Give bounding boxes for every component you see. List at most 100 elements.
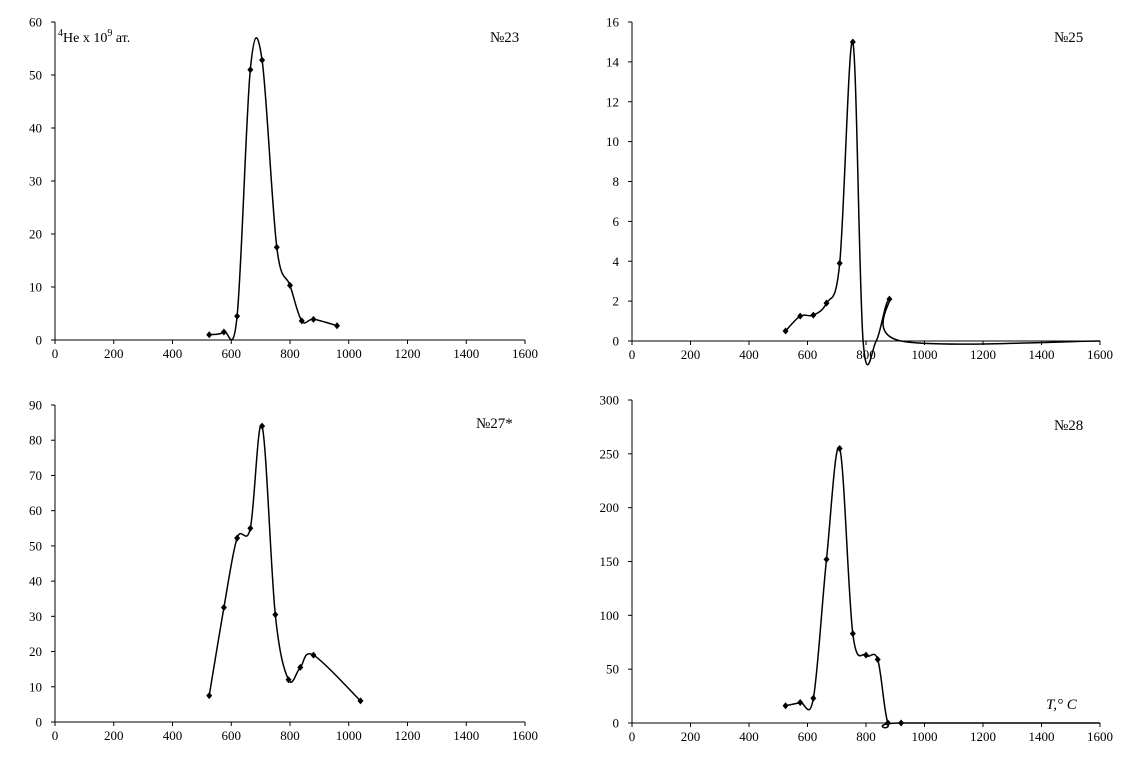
y-tick-label: 40 xyxy=(29,121,42,136)
x-tick-label: 200 xyxy=(104,346,124,361)
y-tick-label: 30 xyxy=(29,174,42,189)
x-tick-label: 1600 xyxy=(512,728,538,743)
data-point xyxy=(782,327,789,335)
series-line xyxy=(785,41,1101,366)
y-axis-label: 4He x 109 ат. xyxy=(58,28,130,46)
data-point xyxy=(797,312,804,320)
data-point xyxy=(863,651,869,659)
data-point xyxy=(206,692,213,700)
y-tick-label: 10 xyxy=(606,134,619,149)
data-point xyxy=(886,295,893,303)
y-tick-label: 14 xyxy=(606,54,620,69)
data-point xyxy=(234,312,241,320)
x-tick-label: 1400 xyxy=(1029,347,1055,362)
data-point xyxy=(272,611,279,619)
data-point xyxy=(823,299,830,307)
x-tick-label: 400 xyxy=(163,346,183,361)
y-axis-label-power: 9 xyxy=(107,28,112,39)
x-tick-label: 400 xyxy=(739,729,759,744)
y-tick-label: 0 xyxy=(613,334,620,349)
data-point xyxy=(357,697,364,705)
y-tick-label: 12 xyxy=(606,94,619,109)
x-tick-label: 600 xyxy=(798,347,818,362)
axes xyxy=(54,22,525,341)
panel-label: №27* xyxy=(476,416,513,432)
panel-27: №27* 0 200 400 600 800 1000 1200 1400 1600 0 10 20 3… xyxy=(29,398,538,744)
data-point xyxy=(247,66,254,74)
series-line xyxy=(785,446,1100,729)
x-tick-label: 1200 xyxy=(395,728,421,743)
x-tick-label: 0 xyxy=(52,728,59,743)
x-tick-label: 200 xyxy=(681,347,701,362)
panel-28: №28 T,° C 0 200 400 600 800 1000 1200 1400 1600 0… xyxy=(600,393,1114,745)
x-tick-label: 1000 xyxy=(336,728,362,743)
x-tick-label: 800 xyxy=(856,729,876,744)
data-point xyxy=(849,630,856,638)
data-point xyxy=(220,328,227,336)
y-tick-label: 0 xyxy=(36,333,43,348)
y-tick-label: 150 xyxy=(600,554,620,569)
y-tick-label: 20 xyxy=(29,644,42,659)
x-tick-label: 1200 xyxy=(970,347,996,362)
data-point xyxy=(310,315,317,323)
y-tick-label: 50 xyxy=(29,68,42,83)
y-tick-label: 50 xyxy=(29,538,42,553)
data-point xyxy=(298,317,305,325)
panel-23: №23 4He x 109 ат. 0 200 400 600 800 1000 1200 1… xyxy=(29,15,538,362)
y-tick-label: 80 xyxy=(29,433,42,448)
y-axis-label-isotope: 4 xyxy=(58,28,63,39)
x-tick-label: 0 xyxy=(629,347,636,362)
x-tick-label: 400 xyxy=(739,347,759,362)
y-tick-label: 6 xyxy=(613,214,620,229)
y-tick-label: 60 xyxy=(29,15,42,30)
y-tick-label: 4 xyxy=(613,254,620,269)
data-point xyxy=(297,663,304,671)
data-point xyxy=(823,555,830,563)
data-point xyxy=(220,604,227,612)
x-tick-label: 1000 xyxy=(912,729,938,744)
x-tick-label: 1400 xyxy=(1029,729,1055,744)
x-tick-label: 600 xyxy=(222,728,242,743)
x-tick-label: 1200 xyxy=(395,346,421,361)
data-point xyxy=(836,259,843,267)
x-tick-label: 1200 xyxy=(970,729,996,744)
x-tick-label: 800 xyxy=(280,728,300,743)
x-tick-label: 200 xyxy=(681,729,701,744)
data-point xyxy=(234,534,241,542)
y-tick-label: 2 xyxy=(613,294,620,309)
x-tick-label: 0 xyxy=(629,729,636,744)
y-axis-label-element: He x 10 xyxy=(63,31,107,46)
x-tick-label: 1600 xyxy=(1087,729,1113,744)
data-point xyxy=(247,524,254,532)
x-tick-label: 200 xyxy=(104,728,124,743)
axes xyxy=(631,400,1100,724)
y-tick-label: 200 xyxy=(600,500,620,515)
data-point xyxy=(273,243,280,251)
x-axis-label: T,° C xyxy=(1046,697,1078,713)
axes xyxy=(54,405,525,723)
x-tick-label: 600 xyxy=(222,346,242,361)
data-point xyxy=(285,676,292,684)
data-point xyxy=(898,719,905,727)
axes xyxy=(631,22,1100,342)
y-tick-label: 20 xyxy=(29,227,42,242)
y-tick-label: 16 xyxy=(606,15,620,30)
data-point xyxy=(310,651,317,659)
series-line xyxy=(208,423,362,702)
y-tick-label: 90 xyxy=(29,398,42,413)
x-tick-label: 1000 xyxy=(912,347,938,362)
y-tick-label: 10 xyxy=(29,679,42,694)
x-tick-label: 800 xyxy=(280,346,300,361)
y-tick-label: 40 xyxy=(29,574,42,589)
data-point xyxy=(206,331,213,339)
x-tick-label: 600 xyxy=(798,729,818,744)
data-point xyxy=(810,694,817,702)
y-tick-label: 250 xyxy=(600,446,620,461)
data-point xyxy=(334,322,340,330)
data-point xyxy=(782,702,789,710)
y-axis-label-unit: ат. xyxy=(112,31,130,46)
series-line xyxy=(209,37,338,341)
x-tick-label: 1400 xyxy=(453,728,479,743)
y-tick-label: 10 xyxy=(29,280,42,295)
